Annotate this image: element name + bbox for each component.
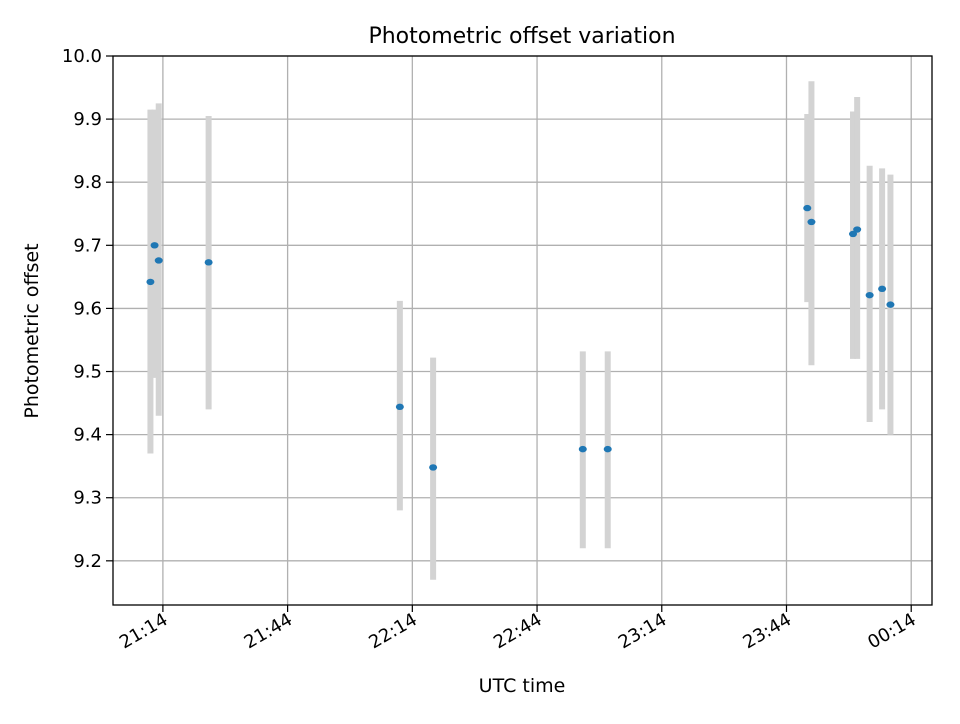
data-point (150, 242, 159, 249)
x-tick-label: 00:14 (864, 609, 919, 653)
data-point (603, 445, 612, 453)
data-point (429, 464, 438, 471)
y-axis-ticks: 9.2 9.3 9.4 9.5 9.6 9.7 9.8 9.9 10.0 (62, 46, 113, 572)
x-tick-label: 21:44 (241, 609, 296, 653)
data-point (886, 301, 895, 308)
chart-title: Photometric offset variation (368, 24, 675, 49)
y-axis-label: Photometric offset (21, 243, 43, 418)
data-point (395, 403, 404, 411)
data-point (878, 285, 887, 293)
y-tick-label: 9.8 (73, 172, 102, 193)
x-tick-label: 21:14 (116, 609, 171, 653)
y-tick-label: 9.9 (73, 109, 102, 130)
grid-lines (113, 55, 932, 605)
x-tick-label: 23:44 (740, 609, 795, 653)
plot-frame (112, 55, 933, 606)
y-tick-label: 9.2 (73, 551, 102, 572)
error-bars (147, 81, 894, 580)
x-axis-ticks: 21:14 21:44 22:14 22:44 23:14 23:44 00:14 (116, 605, 920, 653)
data-point (204, 259, 213, 266)
y-tick-label: 9.5 (73, 362, 102, 383)
x-axis-label: UTC time (479, 675, 566, 697)
x-tick-label: 22:14 (365, 609, 420, 653)
data-point (578, 445, 587, 453)
y-tick-label: 9.4 (73, 425, 102, 446)
y-tick-label: 9.7 (73, 235, 102, 256)
data-points (146, 204, 895, 471)
y-tick-label: 9.3 (73, 488, 102, 509)
data-point (853, 226, 862, 233)
data-point (807, 218, 816, 226)
y-tick-label: 9.6 (73, 298, 102, 319)
y-tick-label: 10.0 (62, 46, 102, 67)
data-point (849, 230, 858, 238)
data-point (865, 291, 874, 299)
x-tick-label: 23:14 (615, 609, 670, 653)
data-point (154, 257, 163, 264)
x-tick-label: 22:44 (490, 609, 545, 653)
data-point (803, 204, 812, 212)
data-point (146, 278, 155, 286)
